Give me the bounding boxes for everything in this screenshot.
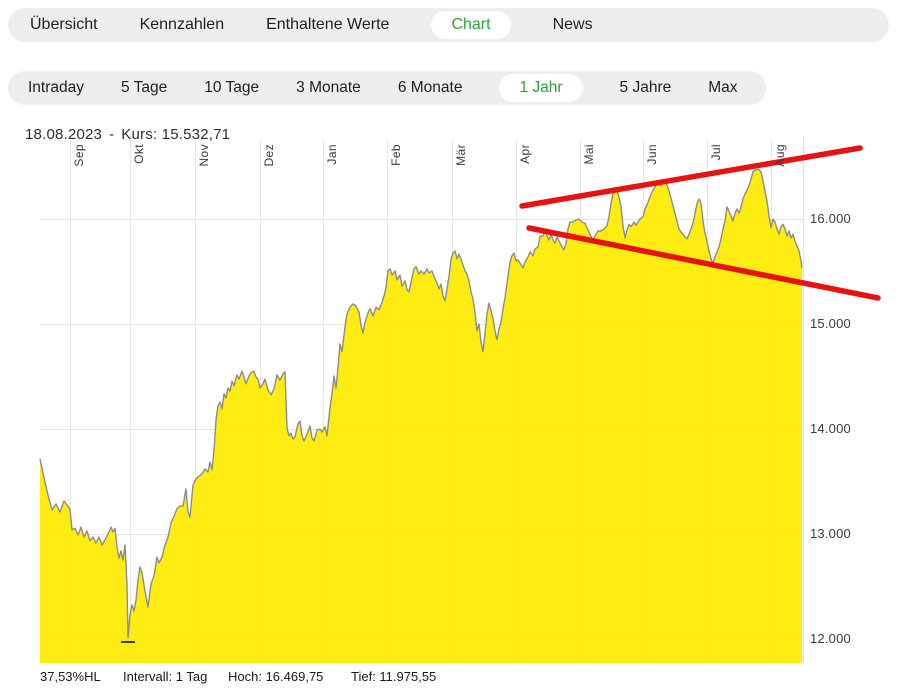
chart-header-separator: - [109,126,115,143]
range-6-monate[interactable]: 6 Monate [397,79,463,96]
range-intraday[interactable]: Intraday [28,79,85,96]
range-3-monate[interactable]: 3 Monate [296,79,361,96]
tab-uebersicht[interactable]: Übersicht [30,16,98,33]
section-tab-bar: Übersicht Kennzahlen Enthaltene Werte Ch… [8,8,889,42]
range-max[interactable]: Max [708,79,738,96]
tab-enthaltene-werte[interactable]: Enthaltene Werte [266,16,390,33]
chart-header: 18.08.2023- Kurs: 15.532,71 [25,126,230,143]
range-5-jahre[interactable]: 5 Jahre [619,79,672,96]
footer-low: Tief: 11.975,55 [351,669,437,684]
chart-last-price: Kurs: 15.532,71 [121,126,231,143]
tab-kennzahlen[interactable]: Kennzahlen [139,16,225,33]
tab-news[interactable]: News [552,16,593,33]
y-tick-13000: 13.000 [810,525,851,541]
range-5-tage[interactable]: 5 Tage [121,79,168,96]
chart-plot-area[interactable] [40,140,803,663]
tab-chart[interactable]: Chart [431,11,511,39]
time-range-tab-bar: Intraday 5 Tage 10 Tage 3 Monate 6 Monat… [8,71,766,105]
footer-interval: Intervall: 1 Tag [123,669,208,684]
y-tick-12000: 12.000 [810,630,851,646]
range-1-jahr[interactable]: 1 Jahr [499,74,583,102]
footer-high: Hoch: 16.469,75 [228,669,324,684]
y-tick-14000: 14.000 [810,420,851,436]
footer-range-percent: 37,53%HL [40,669,101,684]
y-tick-16000: 16.000 [810,210,851,226]
chart-date: 18.08.2023 [25,126,103,143]
y-tick-15000: 15.000 [810,315,851,331]
range-10-tage[interactable]: 10 Tage [204,79,260,96]
